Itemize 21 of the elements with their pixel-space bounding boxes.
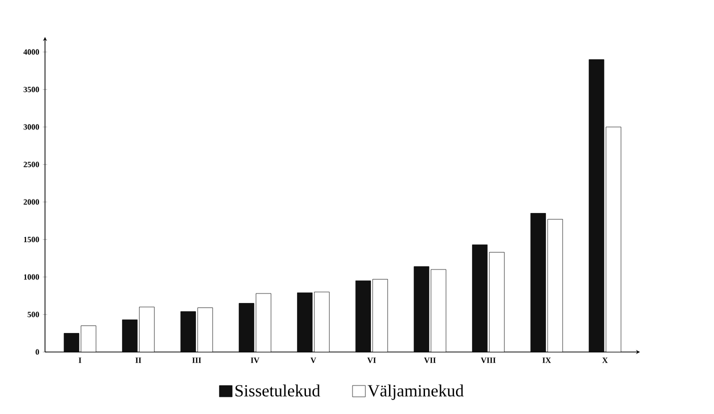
y-tick-label: 1500 <box>24 236 40 242</box>
x-tick-label: V <box>310 358 316 364</box>
y-tick-label: 4000 <box>23 49 40 55</box>
y-tick-label: 2000 <box>24 199 40 205</box>
y-tick-label: 500 <box>28 312 40 318</box>
legend-label: Sissetulekud <box>236 384 320 397</box>
y-tick-label: 0 <box>36 349 40 355</box>
x-tick-label: IX <box>542 358 552 363</box>
y-tick-label: 1000 <box>24 274 40 280</box>
x-tick-label: VI <box>367 358 376 364</box>
x-tick-label: VIII <box>480 358 496 364</box>
x-tick-label: X <box>602 358 608 363</box>
y-tick-label: 3500 <box>24 86 40 92</box>
x-tick-label: I <box>78 358 82 363</box>
x-tick-label: VII <box>424 358 436 364</box>
y-tick-label: 2500 <box>24 162 40 168</box>
x-tick-label: IV <box>250 358 260 364</box>
x-tick-label: III <box>192 358 202 363</box>
x-tick-label: II <box>135 358 142 363</box>
y-tick-label: 3000 <box>24 124 40 130</box>
legend-label: Väljaminekud <box>368 384 464 400</box>
